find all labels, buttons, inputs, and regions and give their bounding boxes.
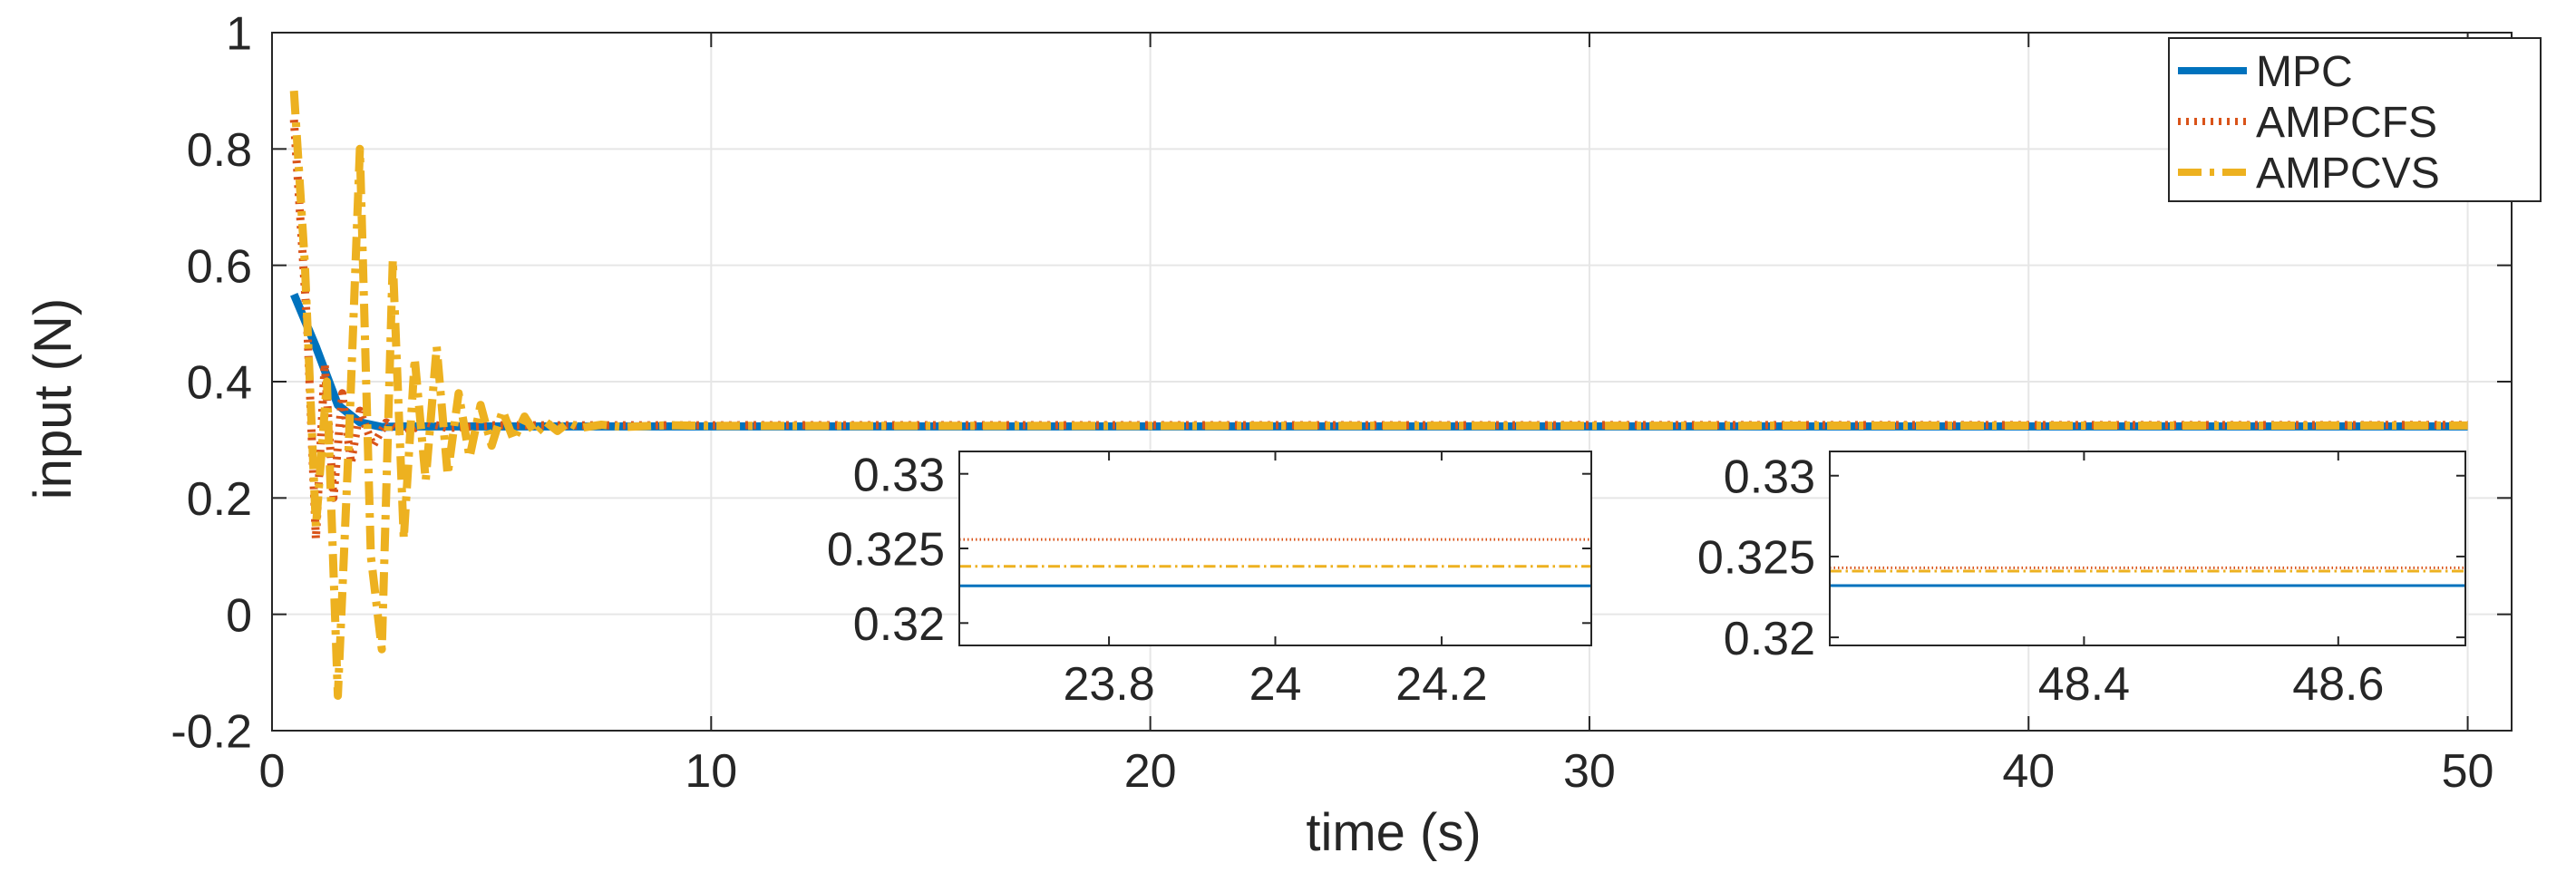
y-tick-label: 0.6 [187,240,252,293]
series-line-ampcfs [289,119,2468,543]
series-group [289,90,2468,700]
x-tick-label: 24 [1249,658,1302,711]
legend-label-mpc: MPC [2256,48,2353,96]
x-tick-label: 23.8 [1063,658,1154,711]
x-tick-label: 24.2 [1395,658,1487,711]
x-tick-label: 30 [1563,745,1616,798]
legend: MPC AMPCFS AMPCVS [2168,37,2542,202]
legend-box [2168,37,2542,202]
series-group [1830,566,2465,587]
x-axis-label: time (s) [1306,803,1481,862]
x-tick-label: 48.4 [2038,658,2130,711]
y-tick-label: 0.32 [853,598,945,651]
y-tick-label: 1 [226,8,252,61]
x-tick-label: 40 [2002,745,2055,798]
legend-label-ampcfs: AMPCFS [2256,99,2437,147]
axes-frame [1829,451,2466,646]
series-line-ampcvs [289,90,2468,700]
y-tick-label: 0.8 [187,124,252,177]
y-tick-label: 0.33 [1724,451,1815,503]
x-tick-label: 50 [2442,745,2494,798]
inset-plot-2: 48.4 48.6 0.32 0.325 0.33 [1697,451,2466,711]
y-tick-label: -0.2 [170,706,252,759]
series-group [959,538,1591,587]
plot-area [959,451,1591,645]
y-tick-label: 0.2 [187,473,252,526]
y-axis-label: input (N) [24,298,83,499]
y-tick-label: 0 [226,589,252,642]
y-tick-label: 0.325 [827,524,945,577]
y-tick-label: 0.33 [853,449,945,501]
y-tick-label: 0.325 [1697,532,1815,585]
plot-area [1830,451,2465,645]
inset-plot-1: 23.8 24 24.2 0.32 0.325 0.33 [827,449,1592,711]
main-plot: 0 10 20 30 40 50-0.200.20.40.60.81 [170,8,2513,798]
y-tick-label: 0.32 [1724,613,1815,665]
y-tick-label: 0.4 [187,357,252,410]
x-tick-label: 10 [685,745,737,798]
x-tick-label: 48.6 [2292,658,2384,711]
x-tick-label: 20 [1124,745,1177,798]
legend-label-ampcvs: AMPCVS [2256,150,2440,198]
x-tick-label: 0 [259,745,286,798]
